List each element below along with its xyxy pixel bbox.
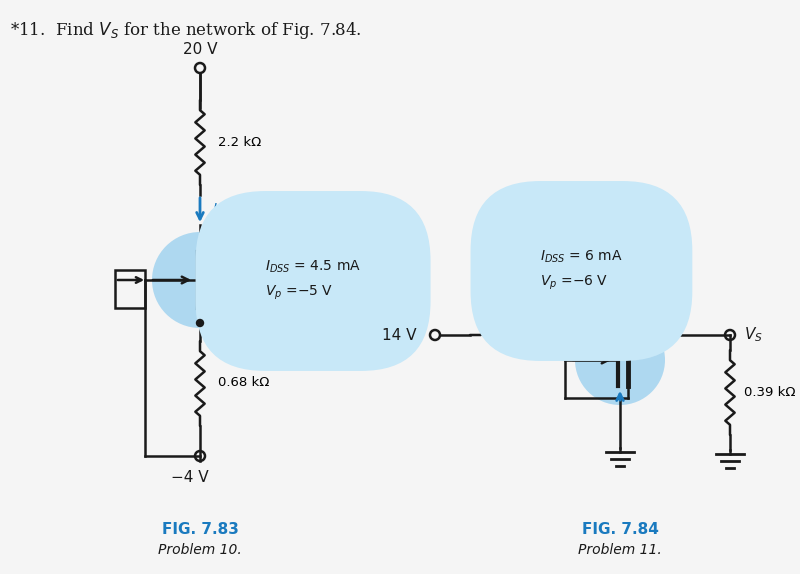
Text: 0.39 kΩ: 0.39 kΩ [744, 386, 795, 398]
Text: 14 V: 14 V [382, 328, 417, 343]
Text: *11.  Find $V_S$ for the network of Fig. 7.84.: *11. Find $V_S$ for the network of Fig. … [10, 20, 362, 41]
Circle shape [152, 232, 248, 328]
Bar [115, 270, 145, 308]
Text: 20 V: 20 V [182, 42, 218, 57]
Text: 2.2 kΩ: 2.2 kΩ [494, 311, 537, 324]
Text: −4 V: −4 V [171, 471, 209, 486]
Text: $I_{DSS}$ = 4.5 mA
$V_p$ =−5 V: $I_{DSS}$ = 4.5 mA $V_p$ =−5 V [265, 258, 361, 301]
Text: 0.68 kΩ: 0.68 kΩ [218, 377, 270, 390]
Text: FIG. 7.84: FIG. 7.84 [582, 522, 658, 537]
Circle shape [575, 315, 665, 405]
Text: 2.2 kΩ: 2.2 kΩ [218, 135, 262, 149]
Text: $V_S$: $V_S$ [744, 325, 763, 344]
Text: FIG. 7.83: FIG. 7.83 [162, 522, 238, 537]
Text: −: − [233, 293, 246, 308]
Text: Problem 11.: Problem 11. [578, 543, 662, 557]
Circle shape [197, 320, 203, 327]
Text: +: + [233, 258, 246, 273]
Text: $I_{DSS}$ = 6 mA
$V_p$ =−6 V: $I_{DSS}$ = 6 mA $V_p$ =−6 V [540, 249, 623, 292]
Text: Problem 10.: Problem 10. [158, 543, 242, 557]
Text: $I_D$: $I_D$ [212, 202, 225, 218]
Text: $V_{DS}$: $V_{DS}$ [233, 275, 258, 291]
